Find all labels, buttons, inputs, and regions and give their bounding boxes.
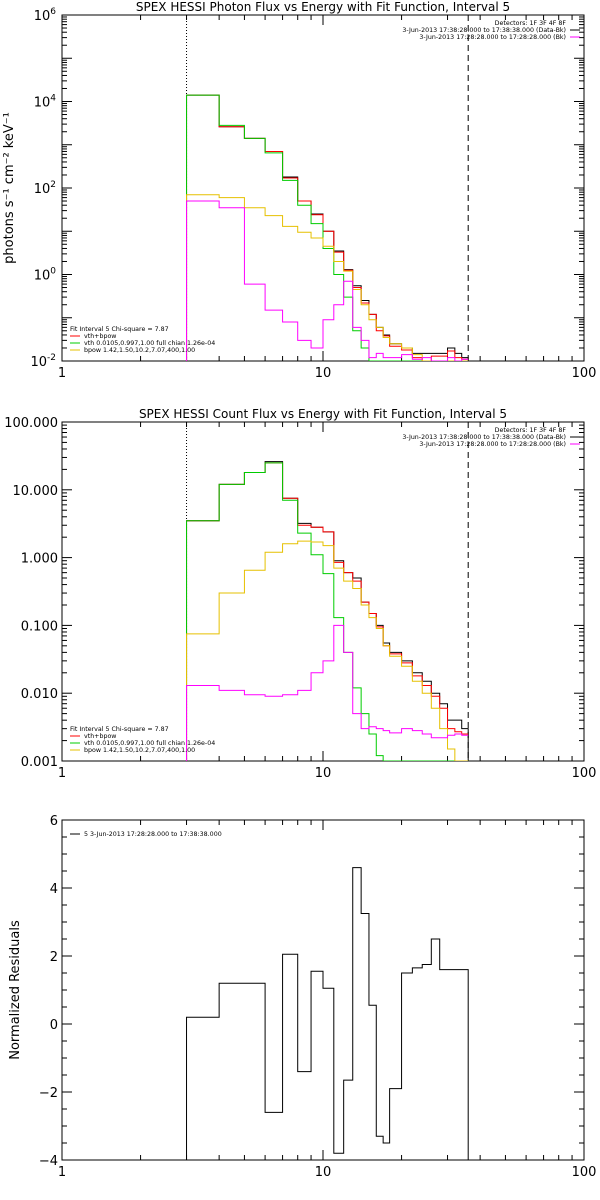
legend-left-entry: Fit Interval 5 Chi-square = 7.87 [70,326,169,333]
legend-left-entry: Fit Interval 5 Chi-square = 7.87 [70,726,169,733]
y-tick-label: 102 [34,180,56,197]
x-tick-label: 1 [58,766,66,781]
legend-left-entry: bpow 1.42,1.50,10.2,7.07,400,1.00 [84,347,195,354]
panel-1: SPEX HESSI Photon Flux vs Energy with Fi… [2,0,596,381]
y-tick-label: 0.010 [21,687,58,702]
y-tick-label: 0.100 [21,619,58,634]
y-tick-label: 10-2 [30,353,56,370]
x-tick-label: 1 [58,1165,66,1180]
series-bkg-line [186,200,469,361]
x-tick-label: 100 [572,366,597,381]
y-tick-label: −4 [39,1154,58,1169]
legend-right-entry: 3-Jun-2013 17:38:28.000 to 17:38:38.000 … [402,27,566,34]
y-tick-label: 104 [34,94,57,111]
series-model-line [186,94,469,361]
panel-3: 1 10 100 6 4 2 0 −2 −4 Normalized Residuals 5 3-Ju… [8,814,596,1180]
legend-right-entry: 3-Jun-2013 17:38:28.000 to 17:38:38.000 … [402,434,566,441]
x-tick-label: 10 [315,366,332,381]
legend-left-entry: vth+bpow [84,733,116,740]
y-tick-label: 0 [50,1018,58,1033]
y-axis-label: photons s⁻¹ cm⁻² keV⁻¹ [2,112,17,264]
plot-frame [61,421,585,762]
series-bpow-line [186,194,469,361]
y-tick-label: −2 [39,1086,58,1101]
y-tick-label: 6 [50,814,58,829]
plot-frame [61,819,585,1161]
series-data-line [186,461,469,761]
chart-title: SPEX HESSI Count Flux vs Energy with Fit… [139,407,507,421]
series-model-line [186,462,469,761]
series-data-line [186,94,469,361]
plot-frame [61,14,585,362]
legend-left-entry: bpow 1.42,1.50,10.2,7.07,400,1.00 [84,747,195,754]
legend-left-entry: vth 0.0105,0.997,1.00 full chian 1.26e-0… [84,340,215,347]
panel-2: SPEX HESSI Count Flux vs Energy with Fit… [4,407,596,781]
x-tick-label: 100 [572,1165,597,1180]
y-tick-label: 4 [50,882,58,897]
y-tick-label: 1.000 [21,552,58,567]
series-bkg-line [186,624,469,761]
x-tick-label: 10 [315,1165,332,1180]
y-axis-label: Normalized Residuals [8,920,23,1060]
series-data-line [186,867,469,1160]
x-tick-label: 100 [572,766,597,781]
chart-title: SPEX HESSI Photon Flux vs Energy with Fi… [136,0,510,14]
series-vth-line [186,462,469,761]
y-tick-label: 100 [34,267,57,284]
legend-right-entry: Detectors: 1F 3F 4F 8F [495,20,567,27]
legend-right-entry: 3-Jun-2013 17:28:28.000 to 17:28:28.000 … [419,34,566,41]
x-tick-label: 10 [315,766,332,781]
legend-left-entry: vth 0.0105,0.997,1.00 full chian 1.26e-0… [84,740,215,747]
y-tick-label: 100.000 [4,416,58,431]
series-vth-line [186,94,469,361]
legend-left-entry: 5 3-Jun-2013 17:28:28.000 to 17:38:38.00… [84,831,222,838]
y-tick-label: 0.001 [21,755,58,770]
legend-right-entry: Detectors: 1F 3F 4F 8F [495,427,567,434]
legend-right-entry: 3-Jun-2013 17:28:28.000 to 17:28:28.000 … [419,441,566,448]
x-tick-label: 1 [58,366,66,381]
y-tick-label: 10.000 [13,484,59,499]
series-bpow-line [186,540,469,761]
legend-left-entry: vth+bpow [84,333,116,340]
y-tick-label: 106 [34,7,57,24]
y-tick-label: 2 [50,950,58,965]
